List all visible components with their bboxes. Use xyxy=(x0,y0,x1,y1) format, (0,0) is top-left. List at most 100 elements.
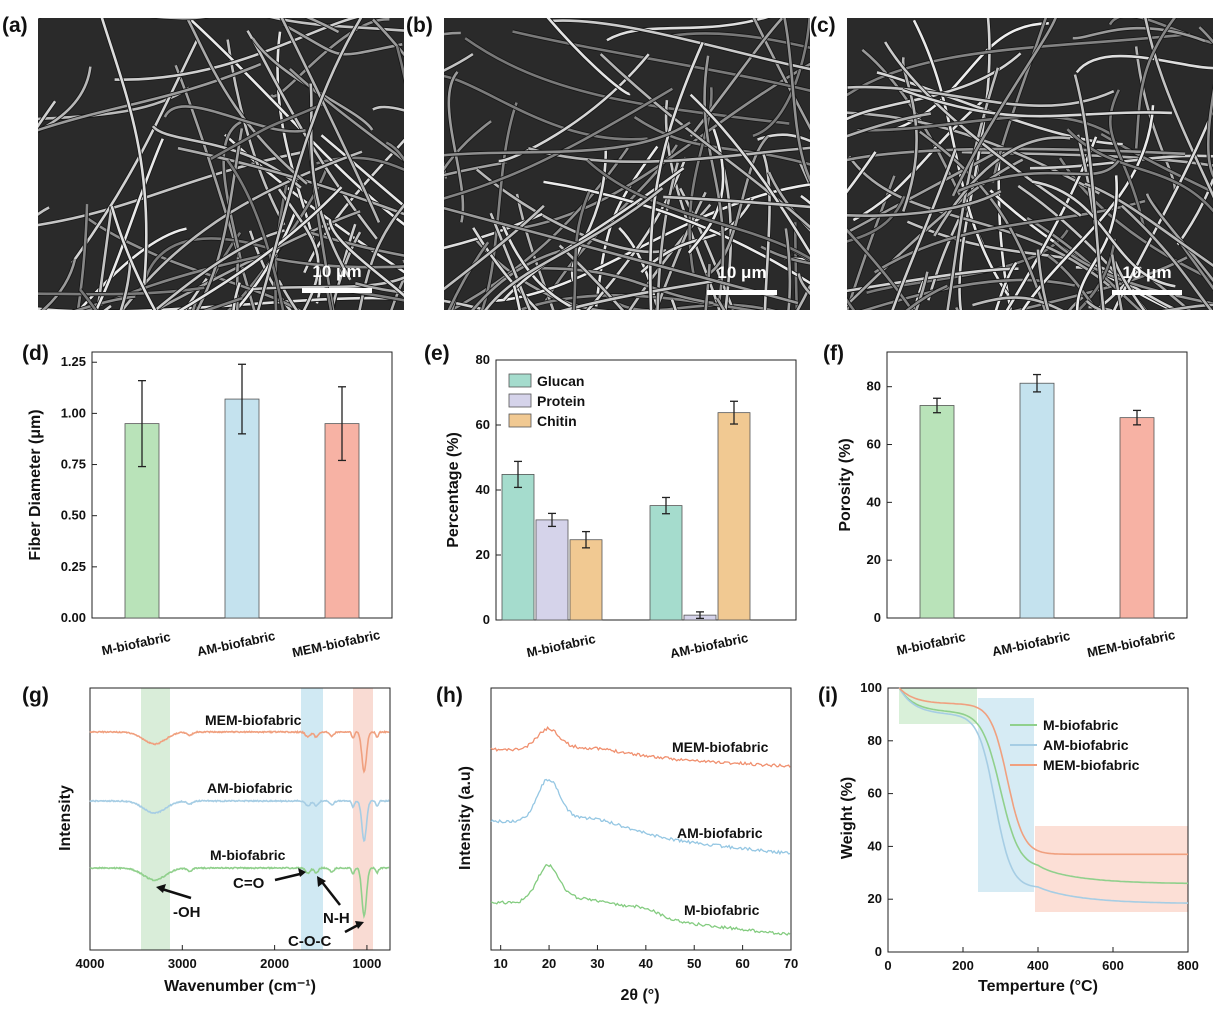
fiber xyxy=(156,18,206,20)
legend-label: Glucan xyxy=(537,373,584,389)
fiber xyxy=(114,18,358,81)
y-tick-label: 1.25 xyxy=(61,354,86,369)
tga-line-mem xyxy=(898,687,1188,856)
fiber xyxy=(572,191,591,310)
fiber-shadow xyxy=(276,279,300,310)
sem-image-a: 10 μm xyxy=(0,18,404,459)
fiber-shadow xyxy=(449,290,460,310)
fiber xyxy=(309,83,352,281)
fiber xyxy=(489,212,532,310)
panel-label-d: (d) xyxy=(22,342,49,365)
fiber xyxy=(884,41,1082,217)
y-tick-label: 20 xyxy=(476,547,490,562)
panel-label-i: (i) xyxy=(818,684,838,707)
fiber xyxy=(847,32,1190,97)
fiber xyxy=(839,309,1140,409)
fiber xyxy=(847,189,1002,217)
ftir-band-oh xyxy=(141,688,170,950)
annotation-nh: N-H xyxy=(323,910,350,927)
x-tick-label: 4000 xyxy=(76,956,105,971)
panel-label-e: (e) xyxy=(424,342,450,365)
fiber xyxy=(751,318,1064,418)
fiber xyxy=(119,260,132,310)
fiber xyxy=(688,87,713,277)
fiber xyxy=(752,18,810,138)
fiber xyxy=(783,18,810,183)
y-tick-label: 1.00 xyxy=(61,405,86,420)
fiber xyxy=(100,18,148,284)
fiber xyxy=(847,175,896,310)
fiber xyxy=(447,71,465,223)
y-tick-label: 40 xyxy=(476,482,490,497)
ftir-band-co xyxy=(301,688,323,950)
panel-label-c: (c) xyxy=(810,14,836,37)
fiber-shadow xyxy=(0,321,105,459)
fiber xyxy=(450,290,459,310)
fiber xyxy=(669,32,810,50)
fiber xyxy=(1029,154,1213,170)
y-axis-label: Percentage (%) xyxy=(445,432,462,548)
fiber xyxy=(96,206,113,310)
ftir-line-mem xyxy=(89,730,390,774)
fiber xyxy=(905,284,948,310)
category-label: M-biofabric xyxy=(895,629,967,658)
fiber xyxy=(757,133,810,143)
bar-am-biofabric xyxy=(1019,382,1055,619)
y-axis-label: Intensity (a.u) xyxy=(457,766,474,870)
xrd-line-m xyxy=(490,863,791,936)
fiber xyxy=(235,257,240,310)
fiber xyxy=(512,30,810,92)
fiber xyxy=(85,250,277,310)
chart-xrd: Intensity (a.u) 2θ (°) MEM-biofabric AM-… xyxy=(457,687,798,1004)
fiber-shadow xyxy=(1,78,21,338)
fiber xyxy=(1021,105,1155,310)
fiber xyxy=(74,295,136,310)
bar-chitin xyxy=(717,412,751,621)
fiber xyxy=(1108,18,1213,45)
plot-frame xyxy=(89,687,391,951)
scale-bar-label-b: 10 μm xyxy=(717,263,766,282)
fiber xyxy=(77,227,187,310)
tga-region-2 xyxy=(978,698,1034,892)
fiber xyxy=(558,244,625,310)
category-label: MEM-biofabric xyxy=(1086,627,1177,660)
fiber xyxy=(586,159,810,260)
fiber xyxy=(186,18,404,226)
fiber xyxy=(372,18,404,57)
scale-bar-label-c: 10 μm xyxy=(1122,263,1171,282)
fiber xyxy=(444,120,492,171)
fiber xyxy=(41,258,77,310)
y-tick-label: 0.00 xyxy=(61,610,86,625)
fiber xyxy=(586,157,687,310)
fiber xyxy=(38,286,205,296)
fiber xyxy=(346,289,404,302)
fiber xyxy=(1144,18,1213,199)
xrd-label-m: M-biofabric xyxy=(684,902,760,918)
fiber-shadow xyxy=(101,304,113,310)
fiber xyxy=(277,279,299,310)
fiber xyxy=(358,203,404,310)
legend-label: Chitin xyxy=(537,413,577,429)
fiber xyxy=(269,18,404,32)
fiber xyxy=(484,187,664,310)
legend-label: AM-biofabric xyxy=(1043,737,1129,753)
fiber xyxy=(0,89,11,260)
legend-swatch xyxy=(508,393,532,408)
fiber xyxy=(784,228,792,310)
ftir-label-am: AM-biofabric xyxy=(207,780,293,796)
fiber xyxy=(717,150,733,310)
x-tick-label: 3000 xyxy=(168,956,197,971)
sem-fibers-a xyxy=(0,18,404,459)
x-axis-label: 2θ (°) xyxy=(620,987,659,1004)
fiber xyxy=(276,257,404,269)
fiber xyxy=(777,314,1021,428)
plot-frame xyxy=(490,687,792,951)
x-tick-label: 400 xyxy=(1027,958,1049,973)
fiber xyxy=(444,206,799,305)
fiber xyxy=(1176,108,1213,246)
fiber-shadow xyxy=(839,309,1140,409)
bar-m-biofabric xyxy=(919,405,955,619)
fiber-shadow xyxy=(420,113,437,361)
fiber xyxy=(185,18,308,185)
fiber xyxy=(38,86,190,121)
